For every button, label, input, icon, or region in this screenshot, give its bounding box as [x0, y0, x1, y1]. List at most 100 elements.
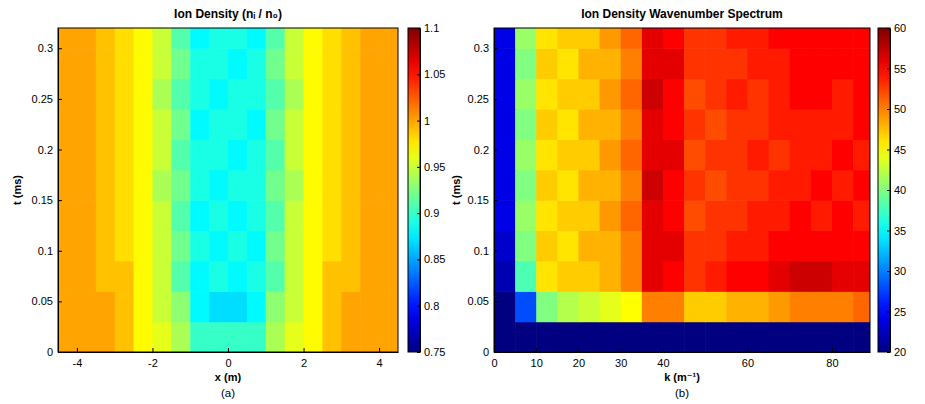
cell [322, 28, 341, 49]
tick-mark [494, 99, 498, 100]
tick-label: 40 [894, 184, 906, 196]
cell [152, 261, 171, 292]
cell [379, 79, 398, 110]
tick: 55 [887, 63, 906, 75]
tick: 0 [483, 346, 498, 358]
cell [322, 322, 341, 352]
cell [832, 109, 854, 140]
cell [494, 79, 516, 110]
cell [621, 231, 643, 262]
tick-mark [417, 259, 420, 260]
tick: 0.25 [32, 93, 62, 105]
tick-mark [417, 352, 420, 353]
tick-label: 80 [826, 357, 838, 369]
tick: 1.05 [417, 68, 445, 80]
cell [494, 170, 516, 201]
cell [96, 28, 115, 49]
axis-line [495, 352, 871, 353]
axis: -4-2024 [59, 348, 399, 369]
cell [557, 79, 579, 110]
cell [58, 170, 77, 201]
cell [621, 170, 643, 201]
cell [322, 170, 341, 201]
cell [171, 170, 190, 201]
tick: 20 [887, 346, 906, 358]
tick-label: 1.05 [424, 68, 445, 80]
cell [77, 79, 96, 110]
cell [578, 170, 600, 201]
cell [115, 109, 134, 140]
cell [684, 170, 706, 201]
tick: 30 [615, 348, 627, 369]
cell [578, 139, 600, 170]
cell [726, 79, 748, 110]
tick: 4 [377, 348, 383, 369]
tick-mark [887, 109, 890, 110]
cell [494, 28, 516, 49]
tick-label: 0.25 [468, 93, 489, 105]
cell [663, 139, 685, 170]
cell [684, 79, 706, 110]
cell [190, 200, 209, 231]
cell [557, 291, 579, 322]
cell [360, 231, 379, 262]
cell [228, 231, 247, 262]
cell [536, 79, 558, 110]
cell [379, 109, 398, 140]
cell [96, 170, 115, 201]
tick-mark [887, 231, 890, 232]
cell [285, 170, 304, 201]
cell [58, 261, 77, 292]
cell [811, 139, 833, 170]
cell [536, 48, 558, 79]
cell [726, 170, 748, 201]
cell [209, 79, 228, 110]
cell [322, 79, 341, 110]
cell [134, 200, 153, 231]
cell [726, 109, 748, 140]
cell [747, 322, 769, 352]
cell [853, 28, 870, 49]
panel: -4-202400.050.10.150.20.250.3Ion Density… [11, 7, 446, 399]
tick-mark [304, 348, 305, 352]
cell [832, 261, 854, 292]
cell [360, 200, 379, 231]
cell [663, 200, 685, 231]
cell [642, 291, 664, 322]
tick-mark [536, 348, 537, 352]
cell [190, 109, 209, 140]
cell [621, 261, 643, 292]
cell [171, 200, 190, 231]
cell [285, 322, 304, 352]
tick-label: 0.05 [32, 295, 53, 307]
cell [77, 200, 96, 231]
cell [58, 322, 77, 352]
cell [663, 322, 685, 352]
tick-mark [887, 271, 890, 272]
colorbar [878, 28, 890, 352]
cell [152, 322, 171, 352]
cell [642, 322, 664, 352]
cell [853, 139, 870, 170]
cell [515, 261, 537, 292]
cell [663, 291, 685, 322]
cell [642, 200, 664, 231]
cell [266, 48, 285, 79]
colorbar [408, 28, 420, 352]
tick-mark [494, 352, 498, 353]
axis: 00.050.10.150.20.250.3 [32, 29, 62, 359]
cell [600, 109, 622, 140]
cell [853, 79, 870, 110]
tick-label: 60 [894, 22, 906, 34]
panel-caption: (a) [221, 387, 235, 399]
cell [304, 291, 323, 322]
cell [228, 79, 247, 110]
cell [705, 79, 727, 110]
cell [621, 291, 643, 322]
tick-label: 1.1 [424, 22, 439, 34]
cell [209, 109, 228, 140]
cell [515, 109, 537, 140]
tick: 0 [47, 346, 62, 358]
cell [171, 28, 190, 49]
tick-label: 40 [657, 357, 669, 369]
